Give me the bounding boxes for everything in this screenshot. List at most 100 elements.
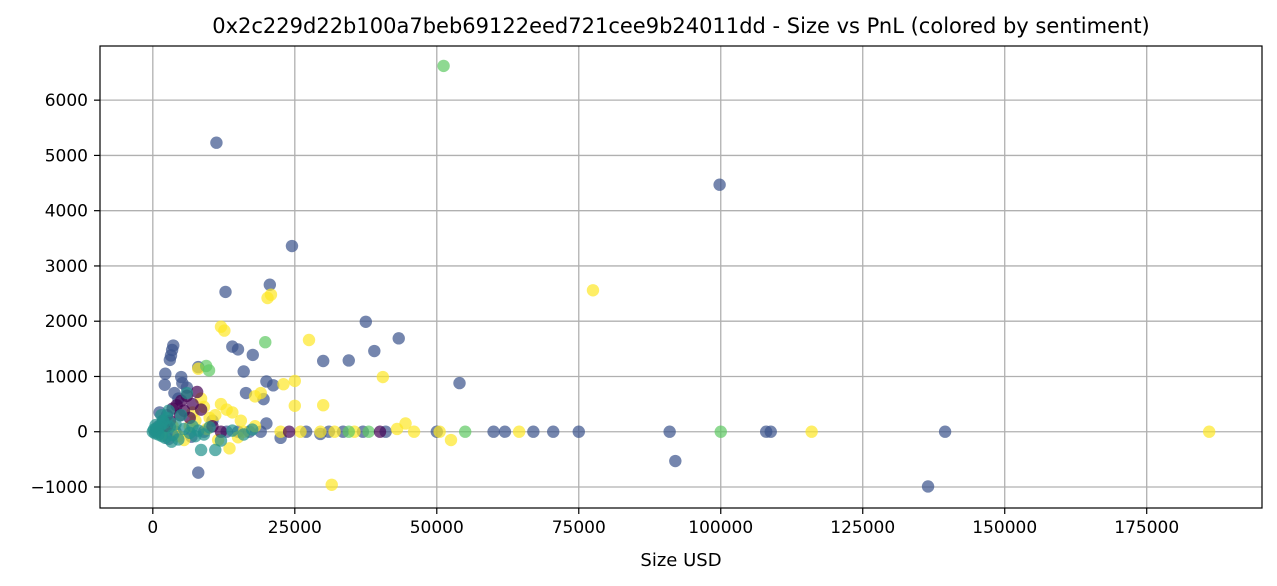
- data-point: [202, 364, 216, 377]
- data-point: [162, 404, 175, 417]
- data-point: [1202, 425, 1216, 438]
- data-point: [234, 414, 248, 427]
- data-point: [368, 344, 381, 358]
- data-point: [214, 425, 228, 438]
- data-point: [223, 442, 236, 455]
- data-point: [214, 397, 228, 411]
- data-point: [246, 423, 259, 436]
- data-point: [325, 478, 338, 491]
- data-point: [663, 425, 676, 438]
- data-point: [189, 429, 202, 443]
- x-tick-label: 50000: [410, 518, 464, 538]
- data-point: [376, 370, 390, 384]
- data-point: [190, 385, 204, 399]
- grid-lines: [100, 46, 1262, 508]
- data-point: [194, 403, 208, 416]
- data-points: [146, 59, 1216, 493]
- data-point: [713, 178, 726, 191]
- data-point: [282, 425, 296, 438]
- data-point: [254, 386, 267, 400]
- y-tick-label: 0: [77, 423, 88, 443]
- data-point: [390, 422, 404, 436]
- data-point: [512, 425, 526, 438]
- data-point: [487, 425, 500, 438]
- x-tick-label: 100000: [688, 518, 753, 538]
- data-point: [288, 374, 302, 388]
- data-point: [209, 443, 222, 457]
- data-point: [342, 425, 355, 438]
- data-point: [277, 378, 290, 391]
- data-point: [669, 454, 682, 468]
- data-point: [194, 443, 208, 457]
- data-point: [921, 480, 935, 493]
- x-tick-label: 75000: [552, 518, 606, 538]
- x-tick-label: 125000: [830, 518, 895, 538]
- data-point: [362, 425, 375, 438]
- data-point: [764, 425, 777, 438]
- data-point: [444, 433, 458, 447]
- data-point: [453, 376, 466, 390]
- data-point: [214, 434, 228, 447]
- data-point: [392, 332, 405, 345]
- data-point: [237, 365, 250, 378]
- data-point: [302, 333, 316, 347]
- data-point: [288, 399, 302, 412]
- data-point: [714, 425, 727, 438]
- data-point: [149, 418, 162, 432]
- data-point: [572, 425, 585, 438]
- data-point: [175, 408, 188, 422]
- data-point: [163, 353, 177, 367]
- data-point: [805, 425, 818, 438]
- data-point: [263, 278, 277, 291]
- data-point: [547, 425, 560, 438]
- data-point: [316, 399, 330, 412]
- data-point: [267, 379, 280, 392]
- data-point: [938, 425, 952, 438]
- data-point: [314, 425, 327, 438]
- x-tick-label: 150000: [972, 518, 1037, 538]
- y-tick-label: 1000: [45, 367, 88, 387]
- data-point: [165, 435, 178, 448]
- data-point: [210, 136, 223, 149]
- data-point: [328, 425, 341, 438]
- data-point: [158, 378, 171, 391]
- data-point: [219, 285, 232, 299]
- data-point: [203, 421, 216, 434]
- data-point: [274, 425, 287, 438]
- data-point: [285, 239, 299, 253]
- axis-ticks: 0 25000 50000 75000 100000 125000 150000 175000…: [30, 91, 1179, 538]
- data-point: [342, 354, 355, 367]
- data-point: [294, 425, 307, 438]
- data-point: [259, 336, 272, 349]
- y-tick-label: 5000: [45, 146, 88, 166]
- x-tick-label: 0: [147, 518, 158, 538]
- data-point: [373, 425, 387, 438]
- y-tick-label: 6000: [45, 91, 88, 111]
- chart-title: 0x2c229d22b100a7beb69122eed721cee9b24011…: [212, 14, 1150, 38]
- data-point: [527, 425, 540, 438]
- data-point: [246, 348, 259, 362]
- data-point: [407, 425, 421, 438]
- y-tick-label: 4000: [45, 202, 88, 222]
- data-point: [458, 425, 472, 438]
- data-point: [498, 425, 512, 438]
- data-point: [437, 59, 450, 73]
- data-point: [316, 354, 330, 368]
- data-point: [192, 466, 205, 479]
- data-point: [226, 424, 239, 437]
- data-point: [218, 324, 231, 337]
- x-axis-title: Size USD: [640, 550, 721, 571]
- data-point: [586, 284, 600, 297]
- data-point: [231, 343, 245, 356]
- data-point: [433, 425, 446, 438]
- plot-frame: [99, 45, 1263, 509]
- data-point: [359, 315, 372, 328]
- y-tick-label: 3000: [45, 257, 88, 277]
- y-tick-label: −1000: [30, 478, 88, 498]
- data-point: [264, 288, 278, 301]
- x-tick-label: 25000: [268, 518, 322, 538]
- y-tick-label: 2000: [45, 312, 88, 332]
- data-point: [159, 367, 172, 380]
- x-tick-label: 175000: [1114, 518, 1179, 538]
